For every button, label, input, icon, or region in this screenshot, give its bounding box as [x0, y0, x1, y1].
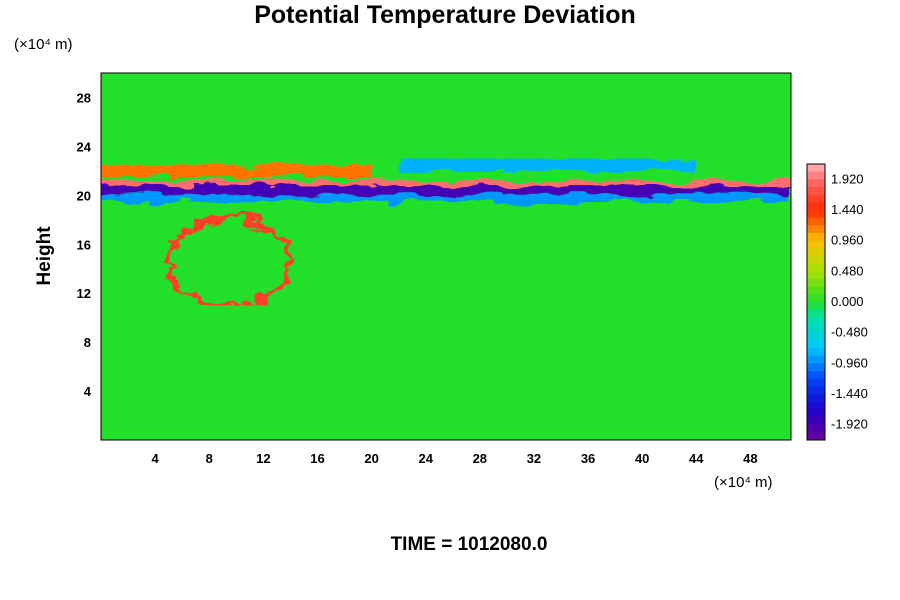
colorbar-swatch — [807, 279, 825, 288]
colorbar-swatch — [807, 210, 825, 219]
colorbar-swatch — [807, 424, 825, 433]
heatmap-feature-lower-band — [101, 185, 791, 196]
colorbar-swatch — [807, 171, 825, 180]
colorbar-tick-label: 0.960 — [831, 233, 864, 248]
colorbar-swatch — [807, 187, 825, 196]
colorbar-swatch — [807, 409, 825, 418]
y-tick-label: 12 — [77, 286, 91, 301]
colorbar-swatch — [807, 271, 825, 280]
colorbar-swatch — [807, 378, 825, 387]
colorbar-swatch — [807, 309, 825, 318]
colorbar-swatch — [807, 394, 825, 403]
heatmap-feature-upper-edge — [101, 164, 372, 177]
colorbar-swatch — [807, 355, 825, 364]
colorbar-swatch — [807, 363, 825, 372]
colorbar-tick-label: 1.920 — [831, 171, 864, 186]
colorbar-swatch — [807, 225, 825, 234]
heatmap-feature-warm-blob — [165, 216, 294, 309]
x-tick-label: 32 — [527, 451, 541, 466]
plot-frame — [100, 72, 792, 441]
heatmap-feature-lower-edge — [101, 195, 791, 202]
colorbar-swatch — [807, 164, 825, 173]
x-tick-label: 16 — [310, 451, 324, 466]
x-tick-label: 8 — [206, 451, 213, 466]
colorbar-tick-label: -1.920 — [831, 417, 868, 432]
colorbar-swatch — [807, 325, 825, 334]
colorbar-swatch — [807, 401, 825, 410]
colorbar-swatch — [807, 194, 825, 203]
colorbar-swatch — [807, 202, 825, 211]
y-tick-label: 28 — [77, 90, 91, 105]
colorbar-swatch — [807, 317, 825, 326]
colorbar-tick-label: -1.440 — [831, 386, 868, 401]
colorbar-tick-label: 1.440 — [831, 202, 864, 217]
colorbar-swatch — [807, 179, 825, 188]
y-tick-label: 16 — [77, 237, 91, 252]
y-tick-label: 8 — [84, 335, 91, 350]
x-tick-label: 48 — [743, 451, 757, 466]
colorbar-tick-label: -0.480 — [831, 325, 868, 340]
colorbar-swatch — [807, 332, 825, 341]
y-unit-label: (×10⁴ m) — [14, 36, 73, 53]
colorbar-swatch — [807, 386, 825, 395]
x-tick-label: 4 — [152, 451, 160, 466]
x-tick-label: 40 — [635, 451, 649, 466]
x-tick-label: 12 — [256, 451, 270, 466]
colorbar-swatch — [807, 248, 825, 257]
y-tick-label: 20 — [77, 188, 91, 203]
y-tick-label: 4 — [84, 384, 92, 399]
time-caption: TIME = 1012080.0 — [391, 534, 548, 555]
colorbar-swatch — [807, 432, 825, 441]
y-tick-label: 24 — [77, 139, 92, 154]
heatmap-plot-area — [100, 72, 792, 441]
colorbar-swatch — [807, 417, 825, 426]
colorbar-swatch — [807, 294, 825, 303]
colorbar-swatch — [807, 256, 825, 265]
heatmap-feature-cool-wake — [398, 158, 697, 171]
x-tick-label: 44 — [689, 451, 704, 466]
colorbar-frame — [806, 163, 826, 441]
chart-title: Potential Temperature Deviation — [254, 1, 636, 29]
colorbar-tick-label: 0.480 — [831, 263, 864, 278]
x-tick-label: 36 — [581, 451, 595, 466]
colorbar-swatch — [807, 340, 825, 349]
x-tick-label: 24 — [418, 451, 433, 466]
colorbar-swatch — [807, 263, 825, 272]
y-axis-label: Height — [34, 226, 55, 286]
colorbar-tick-label: 0.000 — [831, 294, 864, 309]
colorbar-swatch — [807, 233, 825, 242]
colorbar-swatch — [807, 286, 825, 295]
x-tick-label: 20 — [364, 451, 378, 466]
colorbar-swatch — [807, 302, 825, 311]
heatmap-background — [101, 73, 791, 440]
colorbar-swatch — [807, 240, 825, 249]
x-unit-label: (×10⁴ m) — [714, 474, 773, 491]
colorbar-swatch — [807, 348, 825, 357]
colorbar-swatch — [807, 371, 825, 380]
colorbar-swatch — [807, 217, 825, 226]
x-tick-label: 28 — [473, 451, 487, 466]
colorbar: 1.920 1.440 0.960 0.480 0.000 -0.480 -0.960 -1.… — [806, 163, 868, 441]
colorbar-tick-label: -0.960 — [831, 355, 868, 370]
